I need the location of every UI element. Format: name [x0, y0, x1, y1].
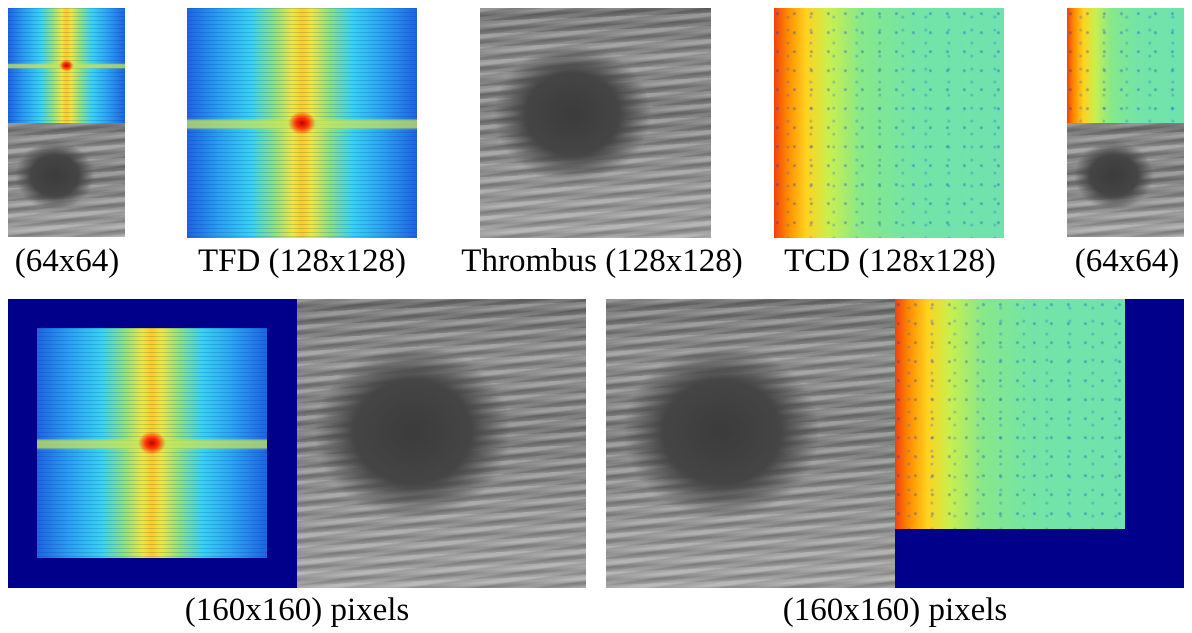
caption-small-left: (64x64) [14, 243, 120, 279]
combined-thrombus-image-left [297, 299, 586, 588]
padded-tcd-image [895, 299, 1125, 529]
caption-tfd: TFD (128x128) [197, 243, 407, 279]
small-tcd-image-right [1067, 8, 1184, 123]
combined-thrombus-image-right [606, 299, 895, 588]
caption-small-right: (64x64) [1074, 243, 1180, 279]
tcd-image [774, 8, 1004, 238]
caption-thrombus: Thrombus (128x128) [461, 243, 743, 279]
small-tfd-image-left [8, 8, 125, 123]
small-thrombus-image-left [8, 123, 125, 237]
padded-tfd-image [37, 328, 267, 558]
caption-combined-right: (160x160) pixels [782, 592, 1008, 628]
tfd-image [187, 8, 417, 238]
small-thrombus-image-right [1067, 123, 1184, 237]
thrombus-image [480, 8, 711, 238]
caption-tcd: TCD (128x128) [784, 243, 996, 279]
caption-combined-left: (160x160) pixels [184, 592, 410, 628]
